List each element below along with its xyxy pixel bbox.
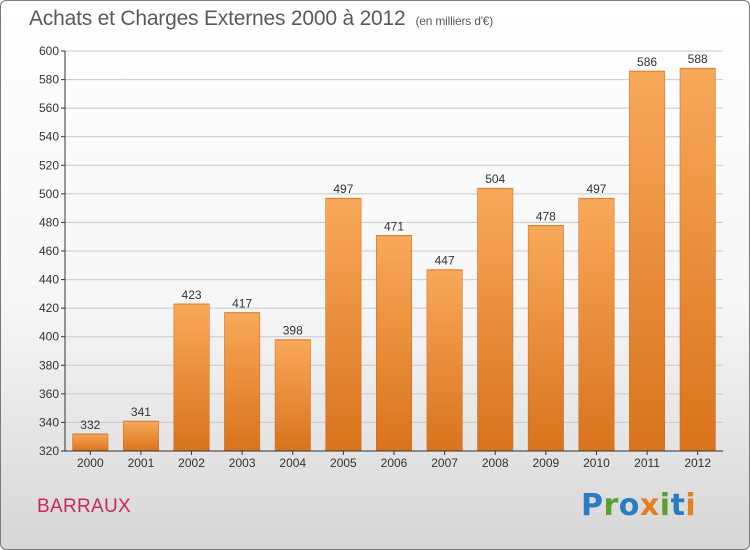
x-tick-label: 2004	[279, 456, 306, 470]
bar	[122, 420, 159, 452]
bars	[72, 67, 716, 452]
y-tick-label: 460	[39, 244, 59, 258]
y-tick-label: 560	[39, 101, 59, 115]
commune-name: BARRAUX	[37, 496, 131, 517]
x-tick-label: 2009	[532, 456, 559, 470]
x-tick-label: 2006	[381, 456, 408, 470]
y-tick-label: 380	[39, 358, 59, 372]
bar	[578, 197, 615, 452]
bar-value-label: 497	[586, 182, 606, 196]
bar-value-label: 332	[80, 418, 100, 432]
x-tick-label: 2001	[128, 456, 155, 470]
x-tick-label: 2000	[77, 456, 104, 470]
bar	[376, 235, 412, 452]
y-tick-label: 600	[39, 44, 59, 58]
bar	[274, 339, 311, 452]
logo-letter: x	[639, 488, 660, 523]
bar-value-label: 417	[232, 296, 252, 310]
y-tick-label: 360	[39, 387, 59, 401]
logo-letter: t	[670, 488, 686, 523]
logo-letter: i	[685, 488, 697, 523]
x-tick-label: 2003	[229, 456, 256, 470]
y-tick-label: 520	[39, 158, 59, 172]
bar	[325, 197, 362, 452]
value-labels: 332 341 423 417 398 497 471 447 504 478 497 586 588	[80, 52, 708, 432]
logo-letter: i	[659, 488, 671, 523]
proxiti-logo: Proxiti	[581, 488, 696, 523]
x-tick-label: 2007	[431, 456, 458, 470]
bar-value-label: 478	[536, 209, 556, 223]
bar-value-label: 586	[637, 55, 657, 69]
bar-value-label: 398	[283, 324, 303, 338]
bar	[527, 225, 564, 452]
bar	[629, 70, 666, 452]
bar-value-label: 497	[333, 182, 353, 196]
bar	[173, 303, 210, 452]
bar	[426, 269, 463, 452]
bar	[679, 67, 716, 452]
axes	[64, 51, 723, 452]
bar-value-label: 504	[485, 172, 505, 186]
y-tick-label: 340	[39, 415, 59, 429]
y-axis-ticks: 320 340 360 380 400 420 440 460 480 500 520 540 560 5…	[39, 44, 65, 458]
y-tick-label: 580	[39, 73, 59, 87]
y-tick-label: 540	[39, 130, 59, 144]
logo-letter: P	[581, 488, 604, 523]
y-tick-label: 500	[39, 187, 59, 201]
y-tick-label: 320	[39, 444, 59, 458]
chart-title-text: Achats et Charges Externes 2000 à 2012	[29, 7, 406, 30]
bar	[477, 187, 514, 452]
chart-title: Achats et Charges Externes 2000 à 2012 (e…	[29, 7, 493, 31]
x-tick-label: 2011	[634, 456, 660, 470]
bar-value-label: 588	[688, 52, 708, 66]
y-tick-label: 480	[39, 215, 59, 229]
bar-value-label: 341	[131, 405, 151, 419]
y-tick-label: 400	[39, 330, 59, 344]
y-tick-label: 440	[39, 273, 59, 287]
y-tick-label: 420	[39, 301, 59, 315]
bar	[72, 433, 109, 452]
x-tick-label: 2012	[684, 456, 711, 470]
logo-letter: o	[618, 488, 640, 523]
x-tick-label: 2002	[178, 456, 205, 470]
chart-unit: (en milliers d'€)	[415, 14, 494, 28]
logo-letter: r	[603, 488, 619, 523]
bar	[224, 312, 261, 452]
x-tick-label: 2005	[330, 456, 357, 470]
bar-value-label: 471	[384, 219, 404, 233]
x-tick-label: 2008	[482, 456, 509, 470]
bar-value-label: 423	[182, 288, 202, 302]
x-axis-ticks: 2000 2001 2002 2003 2004 2005 2006 2007 2008 2009…	[77, 451, 711, 470]
x-tick-label: 2010	[583, 456, 610, 470]
bar-value-label: 447	[435, 254, 455, 268]
